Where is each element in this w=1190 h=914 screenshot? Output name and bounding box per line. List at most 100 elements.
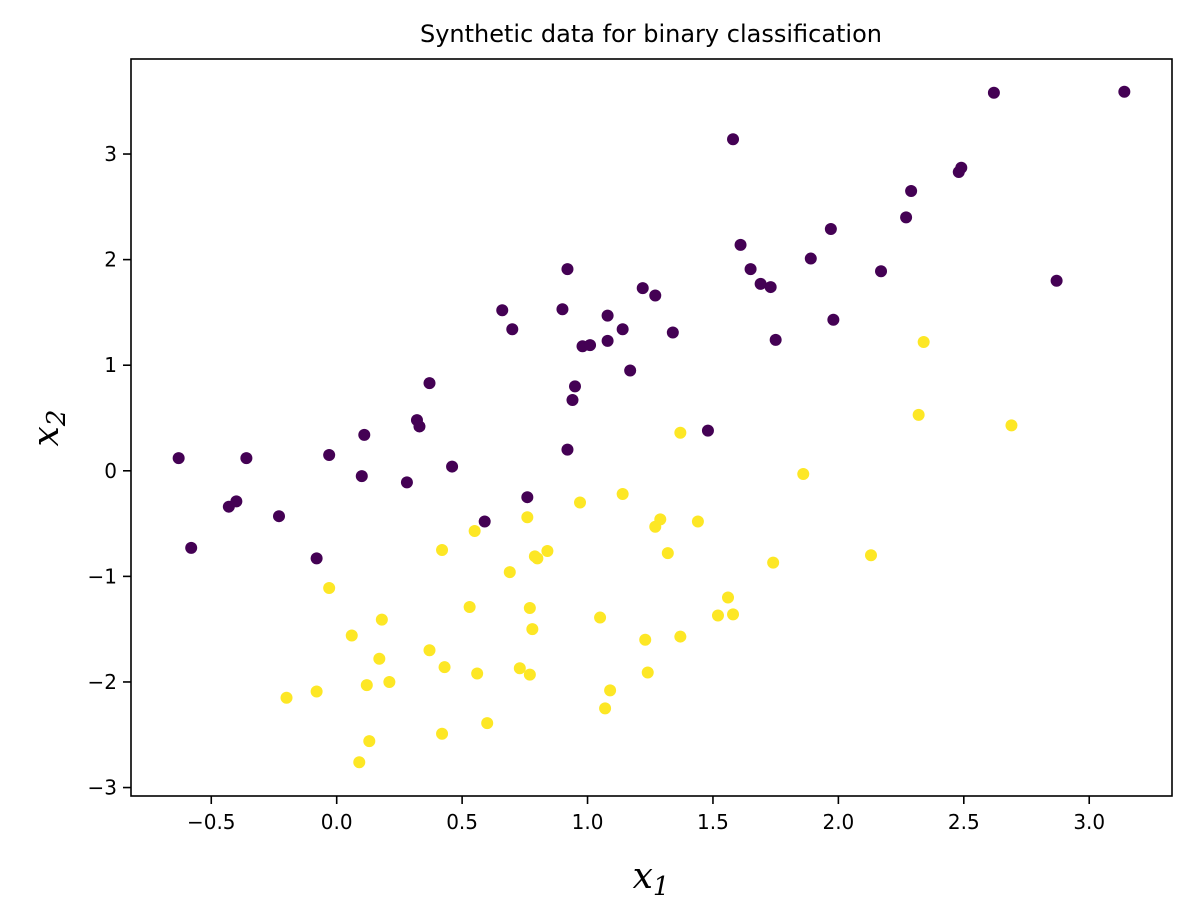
data-point [711,609,724,622]
data-point [624,364,637,377]
data-point [649,289,662,302]
x-axis-label-base: x [633,856,653,897]
data-point [574,496,587,509]
x-tick-label: 3.0 [1073,810,1105,834]
data-point [185,541,198,554]
data-point [734,238,747,251]
y-tick-label: −3 [88,776,117,800]
data-point [900,211,913,224]
data-point [804,252,817,265]
data-point [917,335,930,348]
data-point [423,644,436,657]
data-point [373,652,386,665]
y-axis-label: x2 [26,410,72,447]
data-point [641,666,654,679]
data-point [639,633,652,646]
data-point [240,452,253,465]
data-point [674,630,687,643]
data-point [599,702,612,715]
data-point [400,476,413,489]
data-point [446,460,459,473]
data-point [496,304,509,317]
data-point [1050,274,1063,287]
data-point [471,667,484,680]
data-point [727,608,740,621]
data-point [323,448,336,461]
data-point [383,675,396,688]
data-point [701,424,714,437]
data-point [584,339,597,352]
data-point [463,600,476,613]
data-point [604,684,617,697]
data-point [661,547,674,560]
data-point [521,511,534,524]
data-point [272,510,285,523]
data-point [691,515,704,528]
data-point [360,679,373,692]
data-point [353,756,366,769]
data-point [616,323,629,336]
data-point [561,263,574,276]
y-tick-label: 2 [104,248,117,272]
data-point [827,313,840,326]
data-point [310,552,323,565]
data-point [438,661,451,674]
data-point [503,566,516,579]
data-point [541,545,554,558]
data-point [323,581,336,594]
data-point [769,333,782,346]
data-point [1005,419,1018,432]
x-tick-label: 1.0 [572,810,604,834]
y-tick-label: 0 [104,459,117,483]
data-point [955,161,968,174]
x-tick-label: 1.5 [697,810,729,834]
data-point [754,277,767,290]
series-1-points [280,335,1018,769]
x-axis-ticks: −0.5 0.0 0.5 1.0 1.5 2.0 2.5 3.0 [187,796,1105,834]
data-point [764,281,777,294]
data-point [513,662,526,675]
data-point [744,263,757,276]
data-point [797,467,810,480]
x-tick-label: −0.5 [187,810,236,834]
data-point [912,408,925,421]
data-point [674,426,687,439]
data-point [172,452,185,465]
data-point [875,265,888,278]
data-point [561,443,574,456]
data-point [310,685,323,698]
y-axis-ticks: −3 −2 −1 0 1 2 3 [88,142,131,800]
data-point [506,323,519,336]
y-axis-label-subscript: 2 [42,410,72,428]
data-point [864,549,877,562]
data-point [987,86,1000,99]
data-point [616,488,629,501]
scatter-points [172,85,1131,769]
data-point [1118,85,1131,98]
data-point [345,629,358,642]
data-point [363,735,376,748]
data-point [556,303,569,316]
data-point [568,380,581,393]
x-tick-label: 2.5 [948,810,980,834]
data-point [531,552,544,565]
data-point [905,184,918,197]
data-point [413,420,426,433]
x-axis-label-subscript: 1 [653,872,670,902]
data-point [230,495,243,508]
y-tick-label: 1 [104,353,117,377]
data-point [521,491,534,504]
data-point [727,133,740,146]
data-point [654,513,667,526]
x-tick-label: 2.0 [822,810,854,834]
data-point [436,543,449,556]
data-point [523,602,536,615]
data-point [523,668,536,681]
data-point [375,613,388,626]
data-point [423,377,436,390]
series-0-points [172,85,1131,565]
y-tick-label: −1 [88,564,117,588]
data-point [767,556,780,569]
y-axis-label-base: x [26,426,67,446]
